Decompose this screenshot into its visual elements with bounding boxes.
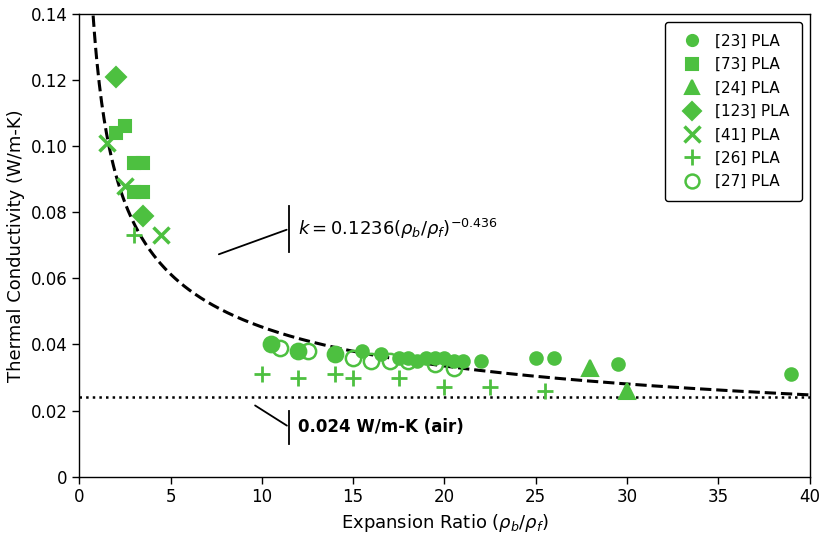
X-axis label: Expansion Ratio ($\rho_b/\rho_f$): Expansion Ratio ($\rho_b/\rho_f$) xyxy=(341,512,548,534)
Text: 0.024 W/m-K (air): 0.024 W/m-K (air) xyxy=(299,418,464,436)
Legend: [23] PLA, [73] PLA, [24] PLA, [123] PLA, [41] PLA, [26] PLA, [27] PLA: [23] PLA, [73] PLA, [24] PLA, [123] PLA,… xyxy=(665,22,802,201)
Y-axis label: Thermal Conductivity (W/m-K): Thermal Conductivity (W/m-K) xyxy=(7,109,25,381)
Text: $k = 0.1236(\rho_b/\rho_f)^{-0.436}$: $k = 0.1236(\rho_b/\rho_f)^{-0.436}$ xyxy=(299,217,499,241)
